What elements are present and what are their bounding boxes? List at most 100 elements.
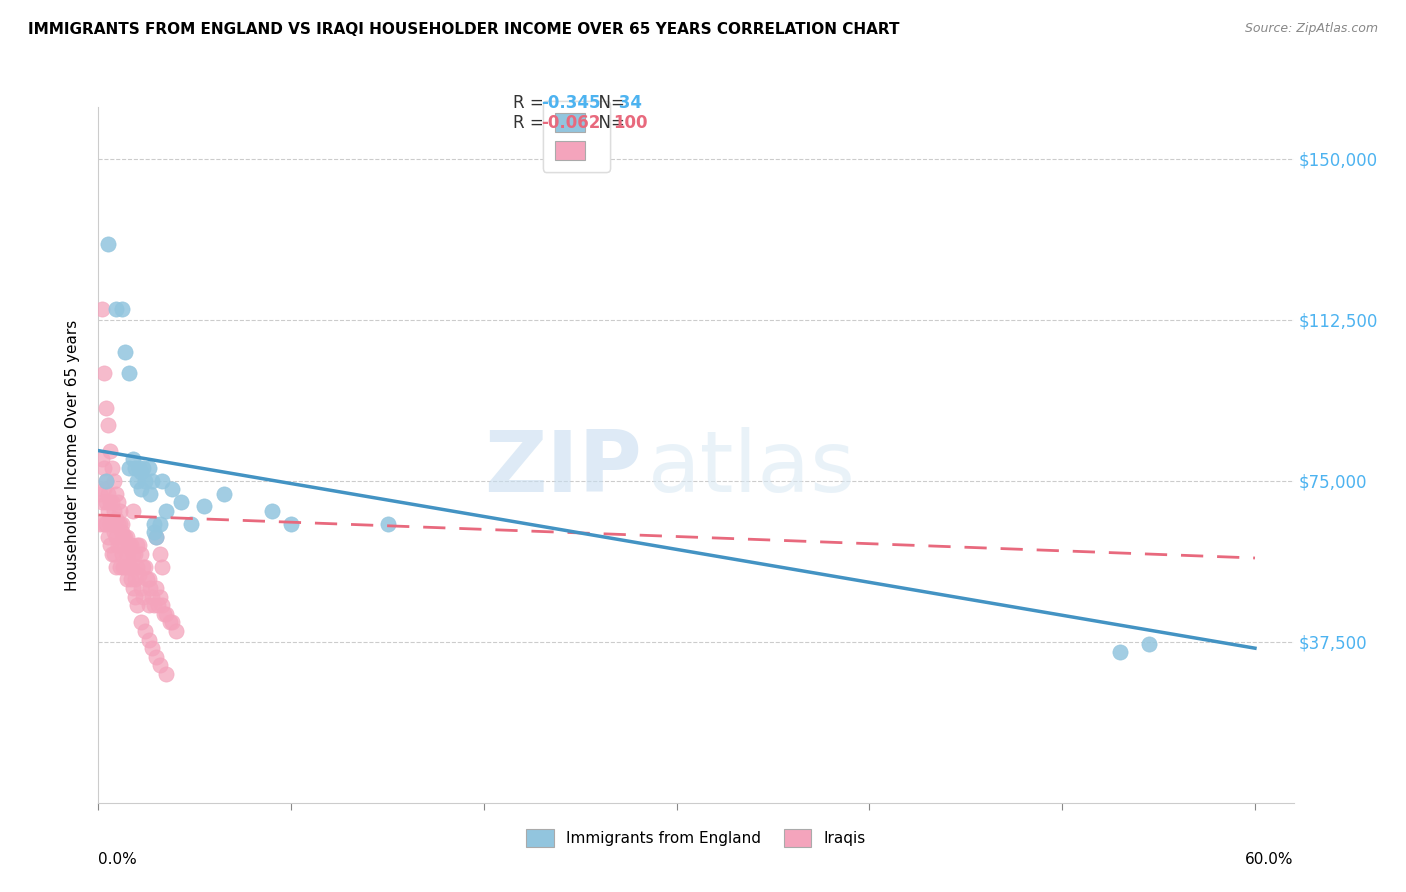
Point bbox=[104, 529, 127, 543]
Point bbox=[93, 483, 115, 497]
Point bbox=[104, 559, 127, 574]
Point bbox=[125, 599, 148, 613]
Point bbox=[93, 367, 115, 381]
Point bbox=[93, 516, 115, 531]
Point bbox=[97, 486, 120, 500]
Point bbox=[150, 599, 173, 613]
Text: atlas: atlas bbox=[648, 427, 856, 510]
Text: 0.0%: 0.0% bbox=[98, 852, 138, 866]
Point bbox=[103, 547, 125, 561]
Point bbox=[165, 624, 187, 638]
Point bbox=[153, 607, 176, 621]
Point bbox=[120, 573, 142, 587]
Point bbox=[1137, 637, 1160, 651]
Text: R =: R = bbox=[513, 114, 550, 132]
Point bbox=[97, 237, 120, 252]
Point bbox=[149, 590, 172, 604]
Point bbox=[91, 452, 114, 467]
Point bbox=[260, 504, 283, 518]
Point bbox=[107, 538, 129, 552]
Point bbox=[104, 301, 127, 316]
Point bbox=[145, 529, 167, 543]
Point bbox=[98, 443, 121, 458]
Point bbox=[118, 538, 141, 552]
Point bbox=[138, 632, 160, 647]
Point bbox=[110, 525, 132, 540]
Y-axis label: Householder Income Over 65 years: Householder Income Over 65 years bbox=[65, 319, 80, 591]
Point bbox=[122, 452, 145, 467]
Point bbox=[155, 607, 177, 621]
Point bbox=[110, 516, 132, 531]
Point bbox=[150, 474, 173, 488]
Point bbox=[91, 495, 114, 509]
Point bbox=[143, 599, 166, 613]
Point bbox=[138, 599, 160, 613]
Point bbox=[112, 529, 135, 543]
Point bbox=[97, 529, 120, 543]
Point bbox=[118, 559, 141, 574]
Point bbox=[101, 547, 124, 561]
Text: R =: R = bbox=[513, 94, 550, 112]
Point bbox=[193, 500, 215, 514]
Point bbox=[134, 559, 156, 574]
Point bbox=[94, 474, 117, 488]
Point bbox=[122, 547, 145, 561]
Point bbox=[135, 573, 157, 587]
Point bbox=[141, 641, 163, 656]
Point bbox=[117, 547, 139, 561]
Point bbox=[118, 367, 141, 381]
Point bbox=[98, 538, 121, 552]
Point bbox=[118, 460, 141, 475]
Point bbox=[108, 559, 131, 574]
Point bbox=[104, 512, 127, 526]
Point bbox=[89, 486, 111, 500]
Point bbox=[149, 516, 172, 531]
Text: 34: 34 bbox=[613, 94, 643, 112]
Text: IMMIGRANTS FROM ENGLAND VS IRAQI HOUSEHOLDER INCOME OVER 65 YEARS CORRELATION CH: IMMIGRANTS FROM ENGLAND VS IRAQI HOUSEHO… bbox=[28, 22, 900, 37]
Point bbox=[129, 465, 152, 479]
Point bbox=[110, 301, 132, 316]
Point bbox=[98, 516, 121, 531]
Text: 100: 100 bbox=[613, 114, 648, 132]
Text: 60.0%: 60.0% bbox=[1246, 852, 1294, 866]
Point bbox=[103, 525, 125, 540]
Point bbox=[108, 538, 131, 552]
Point bbox=[97, 504, 120, 518]
Point bbox=[120, 559, 142, 574]
Point bbox=[94, 401, 117, 415]
Point bbox=[98, 495, 121, 509]
Point bbox=[101, 460, 124, 475]
Point bbox=[148, 599, 170, 613]
Point bbox=[122, 504, 145, 518]
Point bbox=[160, 615, 183, 630]
Point bbox=[117, 551, 139, 566]
Point bbox=[114, 538, 136, 552]
Point bbox=[143, 525, 166, 540]
Point bbox=[114, 559, 136, 574]
Point bbox=[93, 460, 115, 475]
Point bbox=[138, 460, 160, 475]
Point bbox=[124, 590, 146, 604]
Point bbox=[129, 483, 152, 497]
Point bbox=[117, 529, 139, 543]
Text: Source: ZipAtlas.com: Source: ZipAtlas.com bbox=[1244, 22, 1378, 36]
Point bbox=[129, 615, 152, 630]
Point bbox=[141, 474, 163, 488]
Legend: Immigrants from England, Iraqis: Immigrants from England, Iraqis bbox=[516, 819, 876, 858]
Point bbox=[159, 615, 181, 630]
Text: N=: N= bbox=[588, 114, 630, 132]
Point bbox=[124, 547, 146, 561]
Point bbox=[128, 460, 150, 475]
Point bbox=[120, 538, 142, 552]
Point bbox=[377, 516, 399, 531]
Point bbox=[170, 495, 193, 509]
Point bbox=[132, 460, 155, 475]
Point bbox=[128, 568, 150, 582]
Point bbox=[160, 483, 183, 497]
Point bbox=[149, 547, 172, 561]
Point bbox=[155, 667, 177, 681]
Point bbox=[110, 547, 132, 561]
Text: N=: N= bbox=[588, 94, 630, 112]
Point bbox=[103, 504, 125, 518]
Point bbox=[94, 495, 117, 509]
